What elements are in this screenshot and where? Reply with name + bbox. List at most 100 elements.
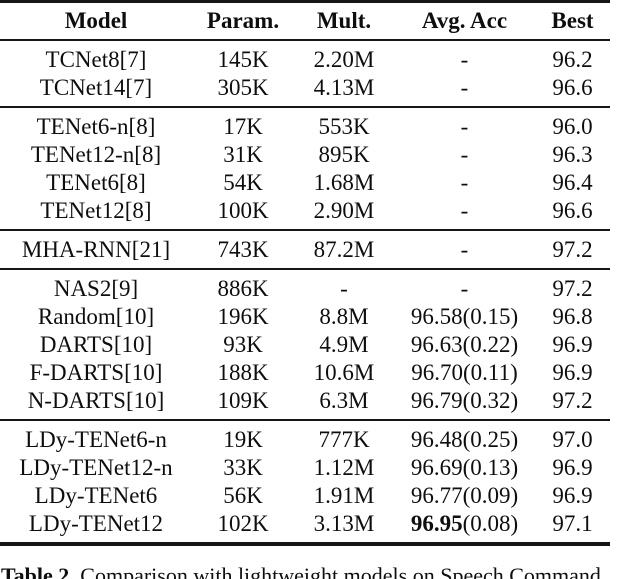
table-cell: 96.70(0.11) xyxy=(411,360,518,385)
table-cell: 4.9M xyxy=(319,332,369,357)
table-header-row: Model Param. Mult. Avg. Acc Best xyxy=(0,2,610,41)
table-cell: 96.95(0.08) xyxy=(410,511,519,536)
header-mult: Mult. xyxy=(316,8,372,33)
table-cell: TCNet14[7] xyxy=(39,75,153,100)
table-row: LDy-TENet12-n 33K 1.12M 96.69(0.13) 96.9 xyxy=(0,454,610,482)
table-cell: 1.12M xyxy=(313,455,375,480)
table-group: NAS2[9] 886K - - 97.2 Random[10] 196K 8.8M 96.58… xyxy=(0,269,610,420)
table-cell: LDy-TENet12-n xyxy=(19,455,173,480)
table-cell: 553K xyxy=(318,114,370,139)
header-row: Model Param. Mult. Avg. Acc Best xyxy=(0,2,610,41)
table-cell: 10.6M xyxy=(313,360,375,385)
table-cell: 305K xyxy=(217,75,269,100)
table-cell: - xyxy=(460,198,469,223)
table-cell: 8.8M xyxy=(319,304,369,329)
table-row: TENet6[8] 54K 1.68M - 96.4 xyxy=(0,169,610,197)
table-row: LDy-TENet6-n 19K 777K 96.48(0.25) 97.0 xyxy=(0,420,610,454)
table-cell: TENet12-n[8] xyxy=(30,142,162,167)
table-cell: F-DARTS[10] xyxy=(29,360,163,385)
table-cell: LDy-TENet12 xyxy=(28,511,164,536)
table-cell: 96.9 xyxy=(552,483,593,508)
table-cell: 87.2M xyxy=(313,237,375,262)
table-cell: 100K xyxy=(217,198,269,223)
results-table: Model Param. Mult. Avg. Acc Best TCNet8[… xyxy=(0,0,610,546)
table-cell: 96.48(0.25) xyxy=(410,427,519,452)
table-cell: 17K xyxy=(223,114,263,139)
header-param: Param. xyxy=(206,8,280,33)
table-cell: 3.13M xyxy=(313,511,375,536)
table-cell: 6.3M xyxy=(319,388,369,413)
table-cell: TENet12[8] xyxy=(40,198,152,223)
table-cell: 19K xyxy=(223,427,263,452)
table-cell: 97.2 xyxy=(552,276,593,301)
table-cell: 96.9 xyxy=(552,360,593,385)
table-cell: 2.20M xyxy=(313,47,375,72)
table-row: TENet12-n[8] 31K 895K - 96.3 xyxy=(0,141,610,169)
table-cell: 31K xyxy=(223,142,263,167)
table-row: LDy-TENet12 102K 3.13M 96.95(0.08) 97.1 xyxy=(0,510,610,544)
table-row: TENet6-n[8] 17K 553K - 96.0 xyxy=(0,107,610,141)
table-cell: 1.91M xyxy=(313,483,375,508)
table-cell: 895K xyxy=(318,142,370,167)
table-caption: Table 2. Comparison with lightweight mod… xyxy=(1,563,637,579)
table-cell: - xyxy=(460,47,469,72)
table-cell: 145K xyxy=(217,47,269,72)
table-row: DARTS[10] 93K 4.9M 96.63(0.22) 96.9 xyxy=(0,331,610,359)
table-row: MHA-RNN[21] 743K 87.2M - 97.2 xyxy=(0,230,610,269)
table-cell: 886K xyxy=(217,276,269,301)
table-cell: 96.9 xyxy=(552,455,593,480)
table-cell: 96.58(0.15) xyxy=(410,304,519,329)
table-cell: 93K xyxy=(223,332,263,357)
table-group: MHA-RNN[21] 743K 87.2M - 97.2 xyxy=(0,230,610,269)
table-group: TENet6-n[8] 17K 553K - 96.0 TENet12-n[8] 31K 89… xyxy=(0,107,610,230)
table-cell: 2.90M xyxy=(313,198,375,223)
table-cell: 56K xyxy=(223,483,263,508)
table-cell: TCNet8[7] xyxy=(45,47,147,72)
table-cell: 196K xyxy=(217,304,269,329)
table-cell: 188K xyxy=(217,360,269,385)
caption-text: Comparison with lightweight models on Sp… xyxy=(80,563,601,579)
table-cell: TENet6[8] xyxy=(46,170,146,195)
table-row: TCNet14[7] 305K 4.13M - 96.6 xyxy=(0,74,610,107)
table-cell: MHA-RNN[21] xyxy=(21,237,171,262)
header-best: Best xyxy=(551,8,594,33)
table-cell: NAS2[9] xyxy=(53,276,139,301)
table-cell: LDy-TENet6-n xyxy=(25,427,167,452)
table-cell: - xyxy=(460,237,469,262)
table-cell: 96.9 xyxy=(552,332,593,357)
table-cell: 743K xyxy=(217,237,269,262)
table-cell: 97.2 xyxy=(552,388,593,413)
table-cell: 102K xyxy=(217,511,269,536)
caption-label: Table 2. xyxy=(1,563,75,579)
table-cell: 96.77(0.09) xyxy=(410,483,519,508)
table-cell: Random[10] xyxy=(37,304,155,329)
table-cell: 109K xyxy=(217,388,269,413)
table-cell: - xyxy=(460,170,469,195)
table-cell: 97.1 xyxy=(552,511,593,536)
table-group: LDy-TENet6-n 19K 777K 96.48(0.25) 97.0 LDy-TE… xyxy=(0,420,610,544)
table-row: TENet12[8] 100K 2.90M - 96.6 xyxy=(0,197,610,230)
table-cell: 1.68M xyxy=(313,170,375,195)
table-cell: 777K xyxy=(318,427,370,452)
header-model: Model xyxy=(64,8,128,33)
table-cell: 54K xyxy=(223,170,263,195)
table-cell: 96.6 xyxy=(552,75,593,100)
table-row: F-DARTS[10] 188K 10.6M 96.70(0.11) 96.9 xyxy=(0,359,610,387)
table-cell: 97.0 xyxy=(552,427,593,452)
table-cell: 97.2 xyxy=(552,237,593,262)
table-cell: 33K xyxy=(223,455,263,480)
table-cell: - xyxy=(460,276,469,301)
table-cell: 96.4 xyxy=(552,170,593,195)
table-cell: 4.13M xyxy=(313,75,375,100)
table-cell: DARTS[10] xyxy=(39,332,153,357)
table-cell: - xyxy=(460,75,469,100)
table-cell: 96.3 xyxy=(552,142,593,167)
table-cell: 96.69(0.13) xyxy=(410,455,519,480)
table-cell: 96.79(0.32) xyxy=(410,388,519,413)
table-cell: - xyxy=(340,276,348,301)
table-cell: 96.8 xyxy=(552,304,593,329)
table-row: Random[10] 196K 8.8M 96.58(0.15) 96.8 xyxy=(0,303,610,331)
header-avg-acc: Avg. Acc xyxy=(421,8,508,33)
table-cell: 96.63(0.22) xyxy=(410,332,519,357)
table-row: N-DARTS[10] 109K 6.3M 96.79(0.32) 97.2 xyxy=(0,387,610,420)
